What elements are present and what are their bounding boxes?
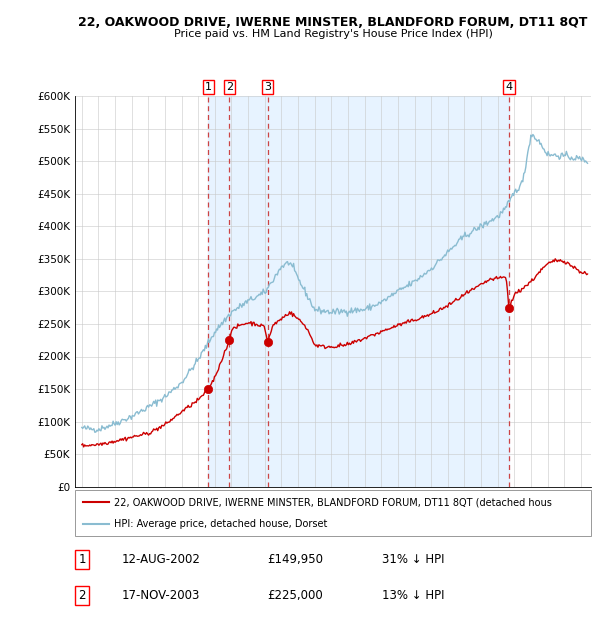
Text: 12-AUG-2002: 12-AUG-2002 bbox=[121, 553, 200, 565]
Text: 1: 1 bbox=[78, 553, 86, 565]
Text: Price paid vs. HM Land Registry's House Price Index (HPI): Price paid vs. HM Land Registry's House … bbox=[173, 29, 493, 38]
Text: 4: 4 bbox=[505, 82, 512, 92]
Text: 3: 3 bbox=[264, 82, 271, 92]
Text: 2: 2 bbox=[78, 589, 86, 601]
Bar bbox=[208, 96, 509, 487]
Text: 1: 1 bbox=[205, 82, 212, 92]
Text: £149,950: £149,950 bbox=[268, 553, 323, 565]
Text: 31% ↓ HPI: 31% ↓ HPI bbox=[382, 553, 445, 565]
Text: 2: 2 bbox=[226, 82, 233, 92]
Text: 22, OAKWOOD DRIVE, IWERNE MINSTER, BLANDFORD FORUM, DT11 8QT: 22, OAKWOOD DRIVE, IWERNE MINSTER, BLAND… bbox=[79, 16, 587, 29]
Text: 17-NOV-2003: 17-NOV-2003 bbox=[121, 589, 200, 601]
Text: £225,000: £225,000 bbox=[268, 589, 323, 601]
Text: 22, OAKWOOD DRIVE, IWERNE MINSTER, BLANDFORD FORUM, DT11 8QT (detached hous: 22, OAKWOOD DRIVE, IWERNE MINSTER, BLAND… bbox=[114, 497, 551, 507]
Text: HPI: Average price, detached house, Dorset: HPI: Average price, detached house, Dors… bbox=[114, 519, 327, 529]
Text: 13% ↓ HPI: 13% ↓ HPI bbox=[382, 589, 445, 601]
